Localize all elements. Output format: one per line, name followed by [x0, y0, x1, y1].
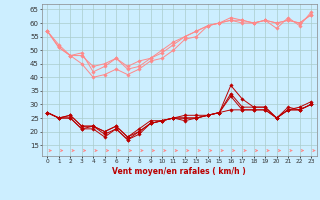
- X-axis label: Vent moyen/en rafales ( km/h ): Vent moyen/en rafales ( km/h ): [112, 167, 246, 176]
